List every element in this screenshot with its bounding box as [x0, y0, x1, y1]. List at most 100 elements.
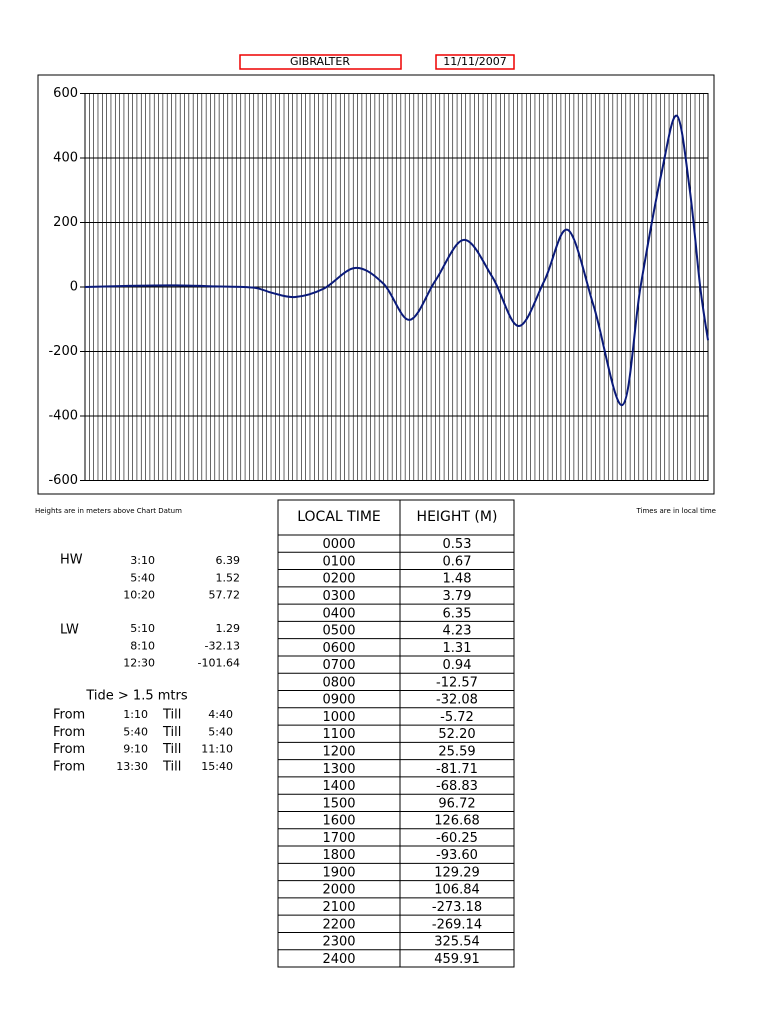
table-cell: 0800 — [322, 675, 355, 690]
table-cell: 459.91 — [434, 952, 480, 967]
table-cell: 96.72 — [438, 796, 475, 811]
table-cell: 0200 — [322, 572, 355, 587]
table-cell: 1700 — [322, 831, 355, 846]
y-tick-label: 0 — [70, 280, 78, 295]
table-cell: -269.14 — [432, 917, 482, 932]
table-cell: 1300 — [322, 762, 355, 777]
table-cell: 1100 — [322, 727, 355, 742]
tide-title: Tide > 1.5 mtrs — [85, 689, 187, 704]
table-cell: 2000 — [322, 883, 355, 898]
table-cell: 0300 — [322, 589, 355, 604]
time: 5:40 — [130, 571, 155, 584]
from: From — [53, 742, 85, 757]
table-cell: 0.53 — [443, 537, 472, 552]
y-tick-label: -600 — [48, 473, 78, 488]
height: 57.72 — [209, 589, 241, 602]
from-time: 5:40 — [123, 725, 148, 738]
table-cell: 1.48 — [443, 572, 472, 587]
note-left: Heights are in meters above Chart Datum — [35, 507, 182, 515]
from: From — [53, 708, 85, 723]
y-tick-label: 400 — [53, 151, 78, 166]
tide-curve — [84, 114, 709, 407]
table-cell: 3.79 — [443, 589, 472, 604]
table-cell: -60.25 — [436, 831, 478, 846]
till: Till — [162, 708, 181, 723]
table-cell: 1800 — [322, 848, 355, 863]
table-cell: -93.60 — [436, 848, 478, 863]
till-time: 11:10 — [201, 743, 233, 756]
table-cell: 2300 — [322, 935, 355, 950]
hw-label: HW — [60, 553, 83, 568]
table-border — [277, 499, 515, 968]
table-cell: 52.20 — [438, 727, 475, 742]
table-cell: 1000 — [322, 710, 355, 725]
table-cell: 0400 — [322, 606, 355, 621]
height: 6.39 — [216, 554, 241, 567]
table-cell: 1400 — [322, 779, 355, 794]
from-time: 13:30 — [116, 760, 148, 773]
table-cell: -32.08 — [436, 693, 478, 708]
table-cell: 129.29 — [434, 865, 480, 880]
table-cell: 0.67 — [443, 554, 472, 569]
time: 12:30 — [123, 657, 155, 670]
place-box — [239, 54, 402, 70]
table-cell: 0.94 — [443, 658, 472, 673]
date-box — [435, 54, 515, 70]
height: 1.29 — [216, 622, 241, 635]
table-cell: 1900 — [322, 865, 355, 880]
table-cell: -68.83 — [436, 779, 478, 794]
date: 11/11/2007 — [443, 55, 506, 68]
table-cell: 4.23 — [443, 624, 472, 639]
y-tick-label: 200 — [53, 215, 78, 230]
till-time: 5:40 — [208, 725, 233, 738]
table-cell: 0900 — [322, 693, 355, 708]
from-time: 1:10 — [123, 708, 148, 721]
table-cell: -273.18 — [432, 900, 482, 915]
from: From — [53, 725, 85, 740]
height: 1.52 — [216, 571, 241, 584]
table-cell: -81.71 — [436, 762, 478, 777]
table-cell: 2100 — [322, 900, 355, 915]
till: Till — [162, 725, 181, 740]
table-cell: 126.68 — [434, 814, 480, 829]
y-tick-label: 600 — [53, 86, 78, 101]
table-cell: -12.57 — [436, 675, 478, 690]
till-time: 15:40 — [201, 760, 233, 773]
time: 8:10 — [130, 639, 155, 652]
till: Till — [162, 742, 181, 757]
table-cell: 0500 — [322, 624, 355, 639]
time: 10:20 — [123, 589, 155, 602]
chart-frame — [37, 74, 715, 495]
table-cell: 1600 — [322, 814, 355, 829]
table-header: HEIGHT (M) — [417, 509, 498, 525]
table-cell: 2200 — [322, 917, 355, 932]
y-tick-label: -400 — [48, 409, 78, 424]
table-header: LOCAL TIME — [297, 509, 381, 525]
lw-label: LW — [60, 623, 79, 638]
till-time: 4:40 — [208, 708, 233, 721]
table-cell: -5.72 — [440, 710, 474, 725]
place: GIBRALTER — [290, 55, 350, 68]
note-right: Times are in local time — [635, 507, 716, 515]
table-cell: 325.54 — [434, 935, 480, 950]
y-tick-label: -200 — [48, 344, 78, 359]
table-cell: 0000 — [322, 537, 355, 552]
from: From — [53, 759, 85, 774]
table-cell: 2400 — [322, 952, 355, 967]
table-cell: 0100 — [322, 554, 355, 569]
time: 3:10 — [130, 554, 155, 567]
table-cell: 1500 — [322, 796, 355, 811]
height: -32.13 — [205, 639, 240, 652]
from-time: 9:10 — [123, 743, 148, 756]
table-cell: 25.59 — [438, 745, 475, 760]
till: Till — [162, 759, 181, 774]
height: -101.64 — [198, 657, 240, 670]
table-cell: 1200 — [322, 745, 355, 760]
time: 5:10 — [130, 622, 155, 635]
table-cell: 1.31 — [443, 641, 472, 656]
table-cell: 6.35 — [443, 606, 472, 621]
table-cell: 0700 — [322, 658, 355, 673]
table-cell: 0600 — [322, 641, 355, 656]
